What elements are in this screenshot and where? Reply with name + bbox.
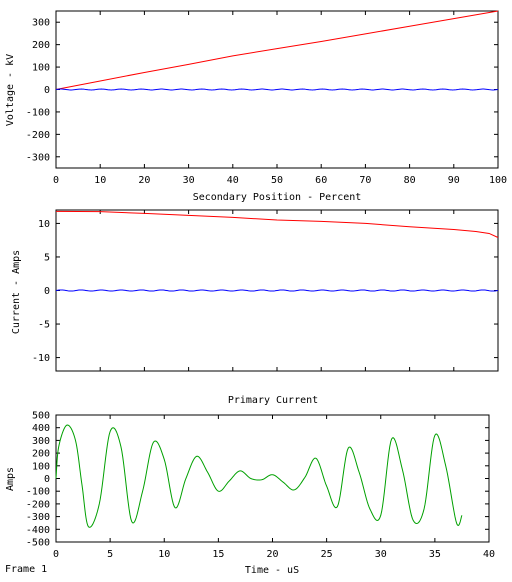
time-x-tick-label: 40	[483, 549, 495, 560]
time-y-tick-label: 300	[32, 436, 50, 447]
current-chart: -10 -5 0 5 10 Primary Current Current - Amps	[11, 209, 499, 406]
voltage-x-tick-label: 50	[271, 175, 283, 186]
time-x-tick-label: 30	[375, 549, 387, 560]
time-y-tick-label: -200	[26, 499, 50, 510]
time-y-axis-label: Amps	[5, 467, 16, 491]
time-y-tick-label: 200	[32, 449, 50, 460]
voltage-tick-labels: 0 10 20 30 40 50 60 70 80 90 100 -300 -200 -100 0 100 20…	[26, 18, 507, 186]
voltage-y-tick-label: 100	[32, 63, 50, 74]
voltage-y-tick-label: 200	[32, 40, 50, 51]
voltage-tick-marks	[55, 11, 499, 168]
current-tick-labels: -10 -5 0 5 10	[32, 219, 50, 364]
time-x-axis-label: Time - uS	[245, 565, 299, 576]
voltage-x-tick-label: 100	[489, 175, 507, 186]
voltage-series-line-1	[55, 10, 499, 90]
current-y-axis-label: Current - Amps	[11, 250, 22, 334]
voltage-x-tick-label: 30	[183, 175, 195, 186]
time-tick-marks	[55, 414, 490, 543]
time-tick-labels: 0 5 10 15 20 25 30 35 40 -500 -400 -300 -200-100 0 100…	[26, 411, 495, 561]
voltage-y-tick-label: -200	[26, 130, 50, 141]
time-y-tick-label: -500	[26, 538, 50, 549]
current-series	[55, 210, 499, 292]
current-tick-marks	[55, 210, 499, 371]
frame-label: Frame 1	[5, 564, 48, 575]
voltage-y-tick-label: -100	[26, 107, 50, 118]
time-x-tick-label: 15	[212, 549, 224, 560]
time-x-tick-label: 25	[321, 549, 333, 560]
time-y-tick-label: -100	[26, 487, 50, 498]
current-chart-title: Primary Current	[228, 395, 318, 406]
voltage-series	[55, 10, 499, 91]
current-y-tick-label: -5	[38, 320, 50, 331]
voltage-x-tick-label: 70	[359, 175, 371, 186]
voltage-series-line-2	[55, 88, 499, 91]
current-series-line-1	[55, 210, 499, 238]
time-y-tick-label: 100	[32, 461, 50, 472]
time-y-tick-label: 500	[32, 411, 50, 422]
time-x-tick-label: 0	[53, 549, 59, 560]
voltage-y-tick-label: 300	[32, 18, 50, 29]
voltage-y-tick-label: -300	[26, 152, 50, 163]
current-y-tick-label: 0	[44, 286, 50, 297]
voltage-x-tick-label: 10	[94, 175, 106, 186]
voltage-y-axis-label: Voltage - kV	[5, 54, 16, 126]
time-current-chart: 0 5 10 15 20 25 30 35 40 -500 -400 -300 -200-100 0 100…	[5, 411, 495, 577]
current-y-tick-label: 5	[44, 252, 50, 263]
voltage-x-axis-label: Secondary Position - Percent	[193, 192, 362, 203]
time-y-tick-label: 400	[32, 423, 50, 434]
time-y-tick-label: -300	[26, 512, 50, 523]
voltage-chart: 0 10 20 30 40 50 60 70 80 90 100 -300 -200 -100 0 100 20…	[5, 10, 507, 203]
time-x-tick-label: 35	[429, 549, 441, 560]
voltage-x-tick-label: 80	[404, 175, 416, 186]
voltage-y-tick-label: 0	[44, 85, 50, 96]
voltage-x-tick-label: 60	[315, 175, 327, 186]
current-series-line-2	[55, 289, 499, 292]
time-x-tick-label: 10	[158, 549, 170, 560]
time-plot-frame	[55, 414, 490, 543]
time-series-line-1	[55, 424, 463, 528]
time-x-tick-label: 20	[266, 549, 278, 560]
time-x-tick-label: 5	[107, 549, 113, 560]
voltage-x-tick-label: 20	[138, 175, 150, 186]
voltage-x-tick-label: 0	[53, 175, 59, 186]
current-y-tick-label: 10	[38, 219, 50, 230]
voltage-x-tick-label: 40	[227, 175, 239, 186]
current-y-tick-label: -10	[32, 353, 50, 364]
time-y-tick-label: -400	[26, 525, 50, 536]
time-y-tick-label: 0	[44, 474, 50, 485]
time-series	[55, 424, 463, 528]
voltage-x-tick-label: 90	[448, 175, 460, 186]
